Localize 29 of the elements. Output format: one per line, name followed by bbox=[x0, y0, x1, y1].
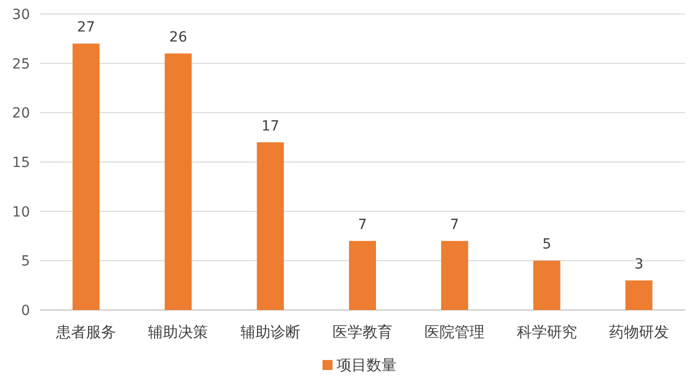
data-label: 7 bbox=[358, 216, 367, 233]
data-label: 3 bbox=[634, 256, 644, 272]
bar bbox=[72, 44, 100, 310]
bar bbox=[256, 142, 284, 310]
y-tick-label: 20 bbox=[12, 106, 30, 122]
bar bbox=[625, 280, 652, 310]
x-tick-label: 医院管理 bbox=[424, 323, 485, 341]
bar bbox=[533, 260, 560, 310]
y-tick-label: 0 bbox=[21, 303, 30, 319]
y-tick-label: 25 bbox=[12, 56, 30, 72]
y-tick-label: 5 bbox=[21, 254, 30, 270]
data-label: 27 bbox=[77, 20, 95, 36]
x-tick-label: 科学研究 bbox=[516, 323, 577, 341]
y-tick-label: 30 bbox=[12, 7, 30, 23]
bar bbox=[349, 240, 376, 310]
y-tick-label: 15 bbox=[12, 155, 30, 171]
data-label: 17 bbox=[261, 118, 280, 134]
x-tick-label: 辅助诊断 bbox=[240, 323, 300, 341]
data-label: 7 bbox=[450, 216, 460, 233]
x-tick-label: 患者服务 bbox=[55, 323, 116, 341]
y-tick-label: 10 bbox=[12, 204, 30, 220]
x-tick-label: 药物研发 bbox=[608, 323, 669, 341]
data-label: 5 bbox=[542, 236, 552, 253]
legend-label: 项目数量 bbox=[336, 356, 396, 374]
x-tick-label: 辅助决策 bbox=[148, 323, 208, 341]
bar bbox=[441, 240, 468, 310]
bar bbox=[164, 53, 192, 310]
data-label: 26 bbox=[169, 29, 188, 46]
x-tick-label: 医学教育 bbox=[332, 323, 392, 341]
